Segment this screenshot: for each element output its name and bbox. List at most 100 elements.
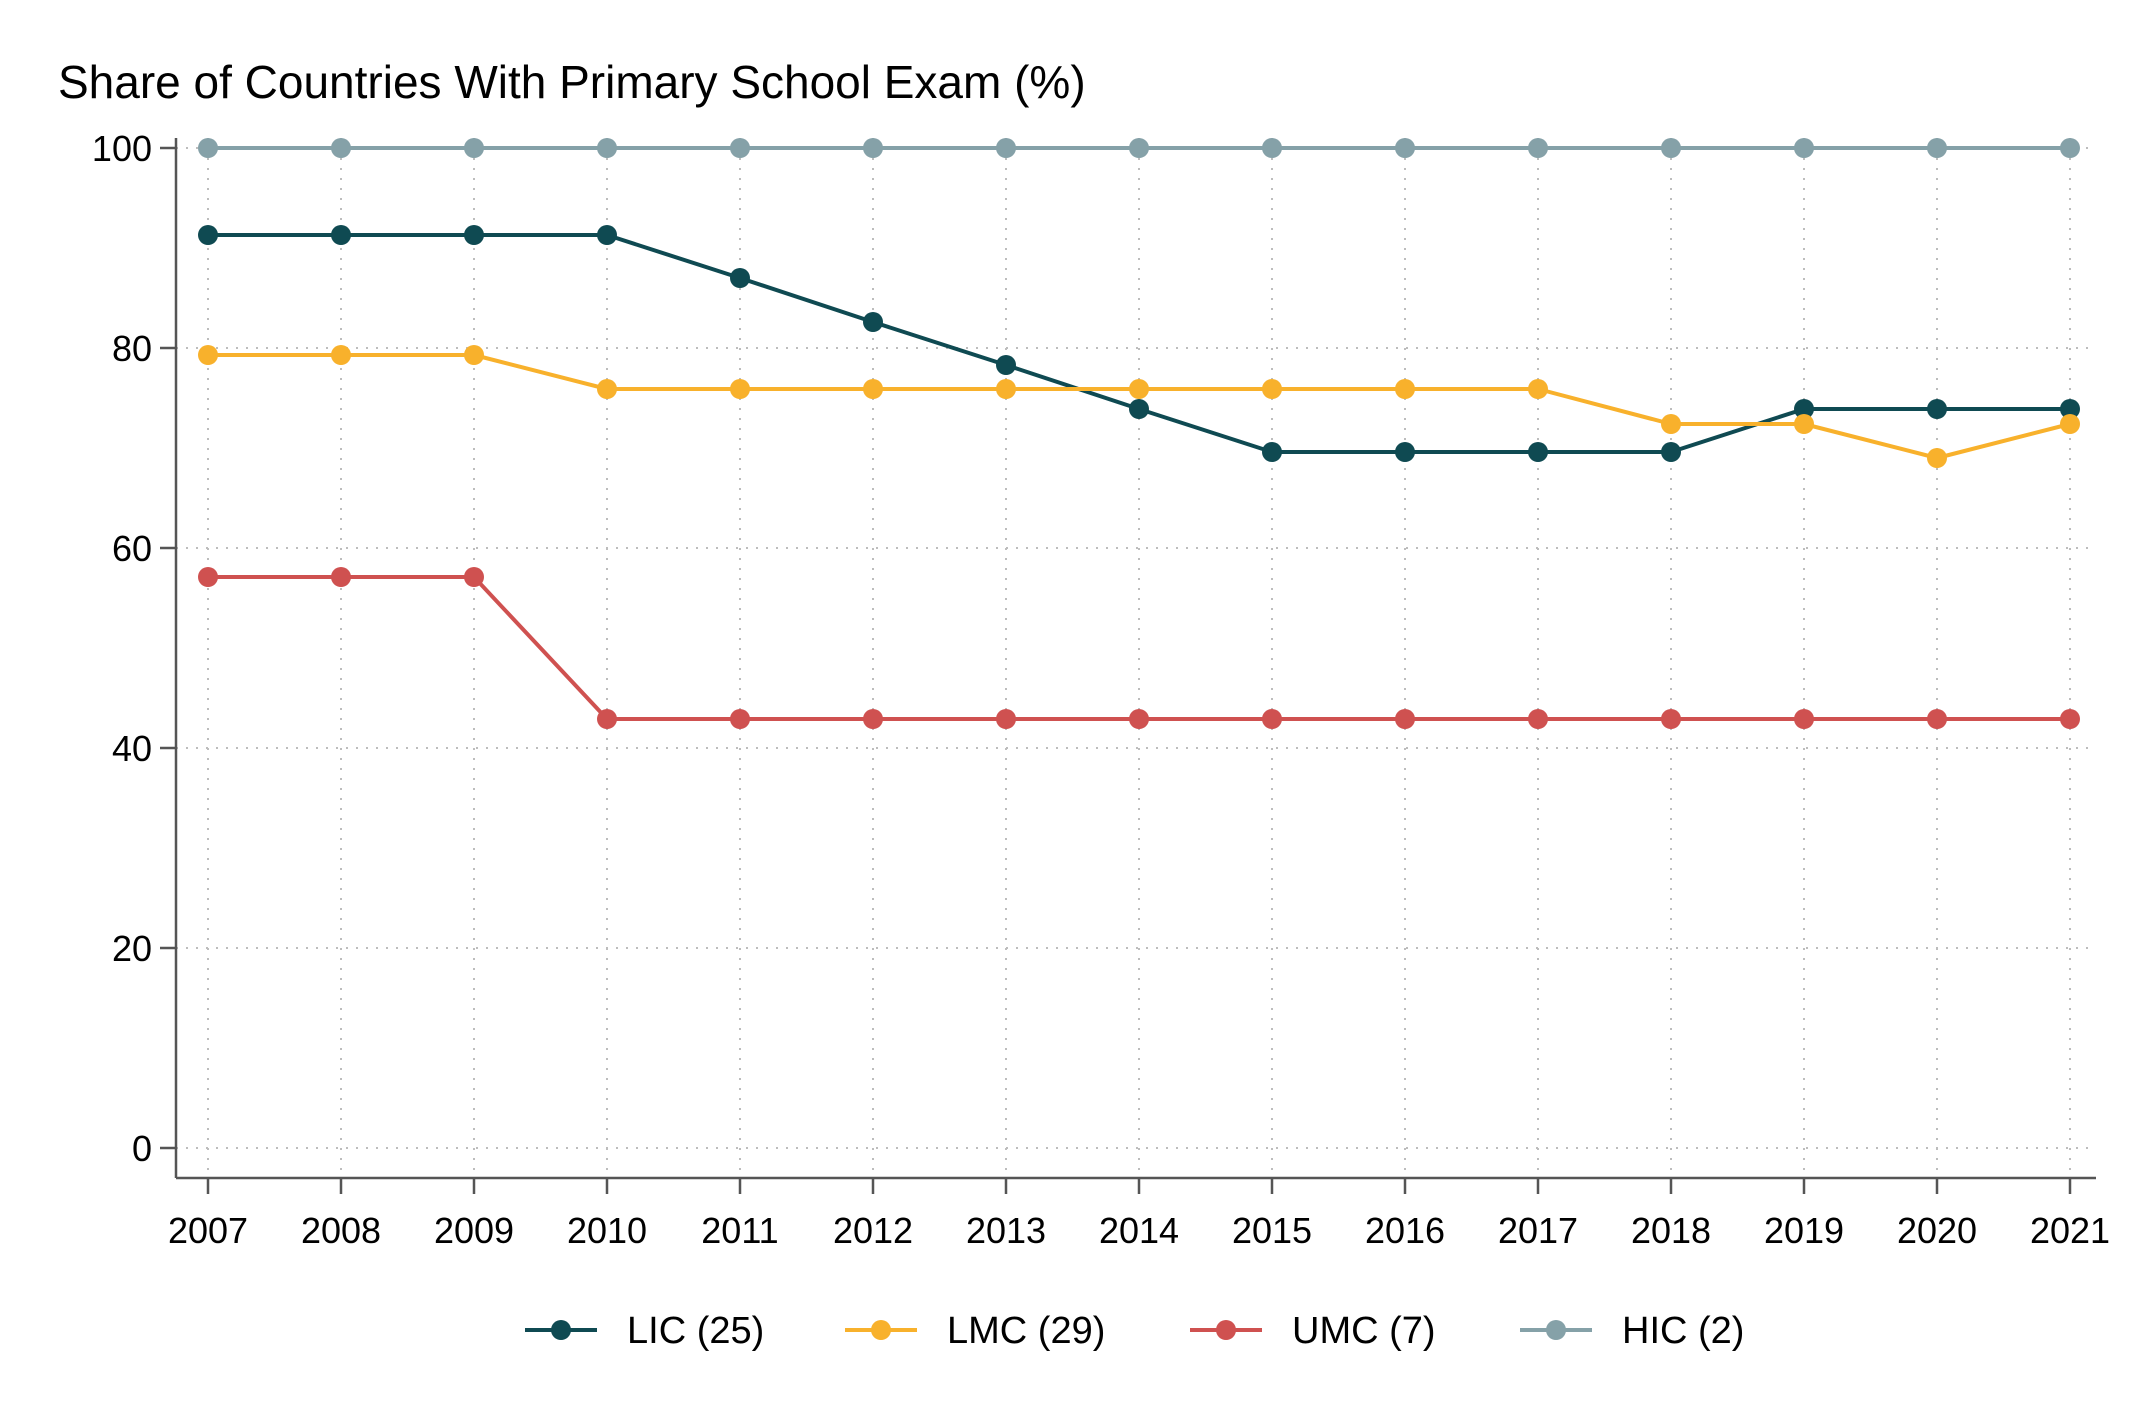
y-tick-label: 100 <box>92 128 152 169</box>
data-point <box>1794 399 1814 419</box>
y-tick-label: 80 <box>112 328 152 369</box>
data-point <box>2060 414 2080 434</box>
legend-label: LIC (25) <box>627 1310 764 1352</box>
data-point <box>1528 442 1548 462</box>
data-point <box>331 345 351 365</box>
x-tick-label: 2014 <box>1099 1210 1179 1251</box>
series-4 <box>198 138 2080 158</box>
data-point <box>1262 138 1282 158</box>
data-point <box>464 138 484 158</box>
data-point <box>1927 138 1947 158</box>
legend-item-2: LMC (29) <box>845 1310 1105 1352</box>
x-tick-label: 2007 <box>168 1210 248 1251</box>
data-point <box>730 268 750 288</box>
data-point <box>464 345 484 365</box>
data-point <box>1395 442 1415 462</box>
data-point <box>996 709 1016 729</box>
x-tick-label: 2015 <box>1232 1210 1312 1251</box>
data-point <box>1661 414 1681 434</box>
data-point <box>1129 399 1149 419</box>
data-point <box>863 709 883 729</box>
data-point <box>1395 138 1415 158</box>
data-point <box>331 138 351 158</box>
x-tick-label: 2016 <box>1365 1210 1445 1251</box>
data-point <box>1661 442 1681 462</box>
data-point <box>1129 138 1149 158</box>
data-point <box>1395 379 1415 399</box>
data-point <box>1794 138 1814 158</box>
legend-item-3: UMC (7) <box>1190 1310 1436 1352</box>
data-point <box>331 567 351 587</box>
y-tick-label: 60 <box>112 528 152 569</box>
data-point <box>198 345 218 365</box>
data-point <box>1395 709 1415 729</box>
x-tick-label: 2020 <box>1897 1210 1977 1251</box>
x-tick-label: 2018 <box>1631 1210 1711 1251</box>
y-tick-label: 0 <box>132 1128 152 1169</box>
x-tick-label: 2012 <box>833 1210 913 1251</box>
y-tick-label: 40 <box>112 728 152 769</box>
x-tick-label: 2017 <box>1498 1210 1578 1251</box>
data-point <box>730 709 750 729</box>
data-point <box>863 312 883 332</box>
data-point <box>1528 138 1548 158</box>
data-point <box>198 567 218 587</box>
data-point <box>996 379 1016 399</box>
data-point <box>597 225 617 245</box>
data-point <box>2060 138 2080 158</box>
x-tick-label: 2010 <box>567 1210 647 1251</box>
data-point <box>996 138 1016 158</box>
data-point <box>863 379 883 399</box>
x-tick-label: 2008 <box>301 1210 381 1251</box>
x-tick-label: 2021 <box>2030 1210 2110 1251</box>
data-point <box>1262 379 1282 399</box>
x-tick-label: 2009 <box>434 1210 514 1251</box>
data-point <box>1794 709 1814 729</box>
data-point <box>1794 414 1814 434</box>
legend-label: HIC (2) <box>1622 1310 1744 1352</box>
axes: 0 20 40 60 80 100 2007 2008 2009 2010 2011 2012 2013… <box>92 128 2110 1251</box>
data-point <box>464 567 484 587</box>
data-point <box>1927 399 1947 419</box>
legend: LIC (25) LMC (29) UMC (7) HIC (2) <box>525 1310 1744 1352</box>
legend-swatch-marker <box>1216 1320 1236 1340</box>
legend-swatch-marker <box>1546 1320 1566 1340</box>
data-point <box>730 379 750 399</box>
data-point <box>1262 709 1282 729</box>
chart-title: Share of Countries With Primary School E… <box>58 56 1086 108</box>
y-tick-label: 20 <box>112 928 152 969</box>
data-point <box>1129 709 1149 729</box>
data-point <box>730 138 750 158</box>
series-3 <box>198 567 2080 729</box>
data-point <box>1129 379 1149 399</box>
data-point <box>2060 399 2080 419</box>
series-2 <box>198 345 2080 468</box>
legend-label: LMC (29) <box>947 1310 1105 1352</box>
legend-swatch-marker <box>871 1320 891 1340</box>
data-point <box>464 225 484 245</box>
data-point <box>198 138 218 158</box>
data-point <box>1927 709 1947 729</box>
x-tick-label: 2011 <box>701 1210 778 1251</box>
legend-item-4: HIC (2) <box>1520 1310 1744 1352</box>
legend-swatch-marker <box>551 1320 571 1340</box>
x-tick-label: 2013 <box>966 1210 1046 1251</box>
x-tick-label: 2019 <box>1764 1210 1844 1251</box>
data-point <box>2060 709 2080 729</box>
legend-label: UMC (7) <box>1292 1310 1436 1352</box>
legend-item-1: LIC (25) <box>525 1310 764 1352</box>
data-point <box>1528 709 1548 729</box>
data-point <box>597 709 617 729</box>
data-point <box>597 379 617 399</box>
data-point <box>331 225 351 245</box>
data-point <box>1927 448 1947 468</box>
data-point <box>1661 709 1681 729</box>
data-point <box>996 355 1016 375</box>
data-point <box>1661 138 1681 158</box>
data-point <box>863 138 883 158</box>
series-group <box>198 138 2080 729</box>
grid <box>176 138 2096 1178</box>
data-point <box>1262 442 1282 462</box>
